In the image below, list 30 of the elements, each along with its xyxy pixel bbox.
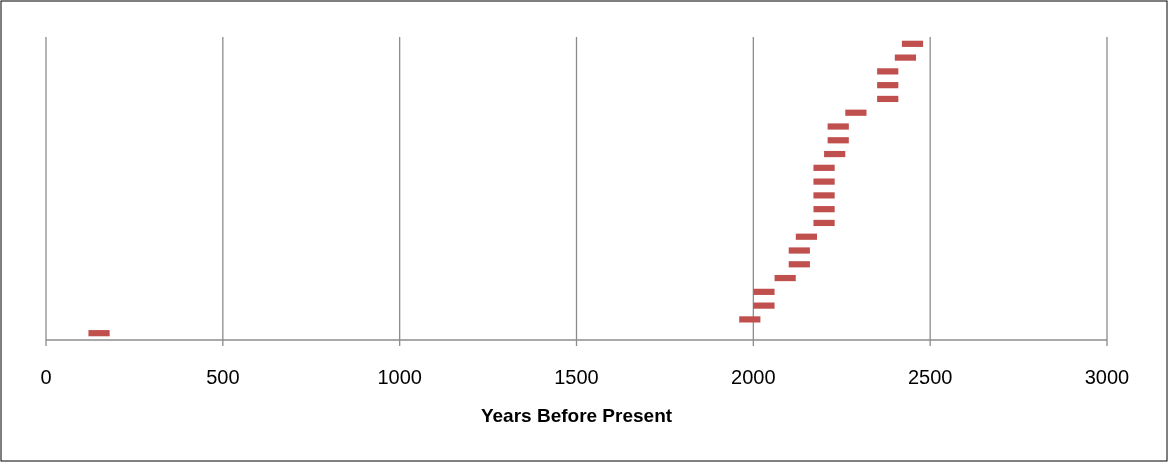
x-tick-label: 1500: [554, 366, 599, 388]
bar: [827, 123, 849, 130]
bar: [753, 302, 775, 309]
bar: [813, 164, 835, 171]
x-tick-label: 2500: [907, 366, 953, 388]
bar: [788, 261, 810, 268]
bar: [813, 192, 835, 199]
bar: [877, 68, 899, 75]
x-tick-label: 500: [206, 366, 240, 388]
bar: [894, 54, 917, 61]
x-tick-label: 3000: [1084, 366, 1130, 388]
bar: [774, 274, 796, 282]
bar: [901, 40, 924, 47]
bar: [827, 137, 849, 144]
bar: [88, 330, 110, 337]
x-tick-label: 2000: [731, 366, 776, 388]
bar: [877, 82, 899, 89]
bar: [795, 233, 817, 240]
bar: [813, 178, 835, 185]
bar: [813, 206, 835, 213]
bar: [753, 288, 775, 295]
bar: [824, 150, 846, 158]
bar: [739, 316, 761, 323]
x-tick-label: 1000: [377, 366, 422, 388]
x-axis-title: Years Before Present: [480, 405, 673, 426]
x-tick-label: 0: [40, 366, 52, 388]
bar: [813, 219, 835, 227]
bar: [845, 109, 867, 116]
bar: [877, 95, 899, 103]
bar: [788, 247, 810, 254]
